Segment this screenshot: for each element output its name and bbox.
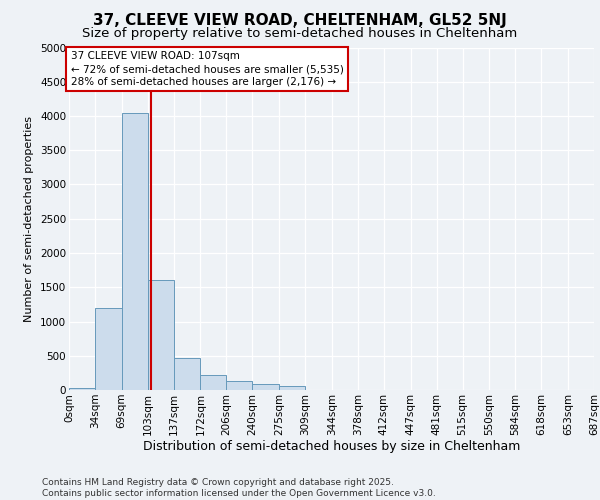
Bar: [122, 112, 148, 390]
Bar: [279, 386, 305, 390]
Text: 37 CLEEVE VIEW ROAD: 107sqm
← 72% of semi-detached houses are smaller (5,535)
28: 37 CLEEVE VIEW ROAD: 107sqm ← 72% of sem…: [71, 51, 343, 88]
Bar: [69, 388, 95, 390]
Bar: [200, 375, 226, 390]
Bar: [148, 280, 173, 390]
Bar: [173, 358, 200, 390]
Text: 37, CLEEVE VIEW ROAD, CHELTENHAM, GL52 5NJ: 37, CLEEVE VIEW ROAD, CHELTENHAM, GL52 5…: [93, 12, 507, 28]
Bar: [226, 381, 253, 390]
Text: Contains HM Land Registry data © Crown copyright and database right 2025.
Contai: Contains HM Land Registry data © Crown c…: [42, 478, 436, 498]
Y-axis label: Number of semi-detached properties: Number of semi-detached properties: [25, 116, 34, 322]
X-axis label: Distribution of semi-detached houses by size in Cheltenham: Distribution of semi-detached houses by …: [143, 440, 520, 454]
Bar: [95, 308, 122, 390]
Bar: [253, 384, 279, 390]
Text: Size of property relative to semi-detached houses in Cheltenham: Size of property relative to semi-detach…: [82, 28, 518, 40]
